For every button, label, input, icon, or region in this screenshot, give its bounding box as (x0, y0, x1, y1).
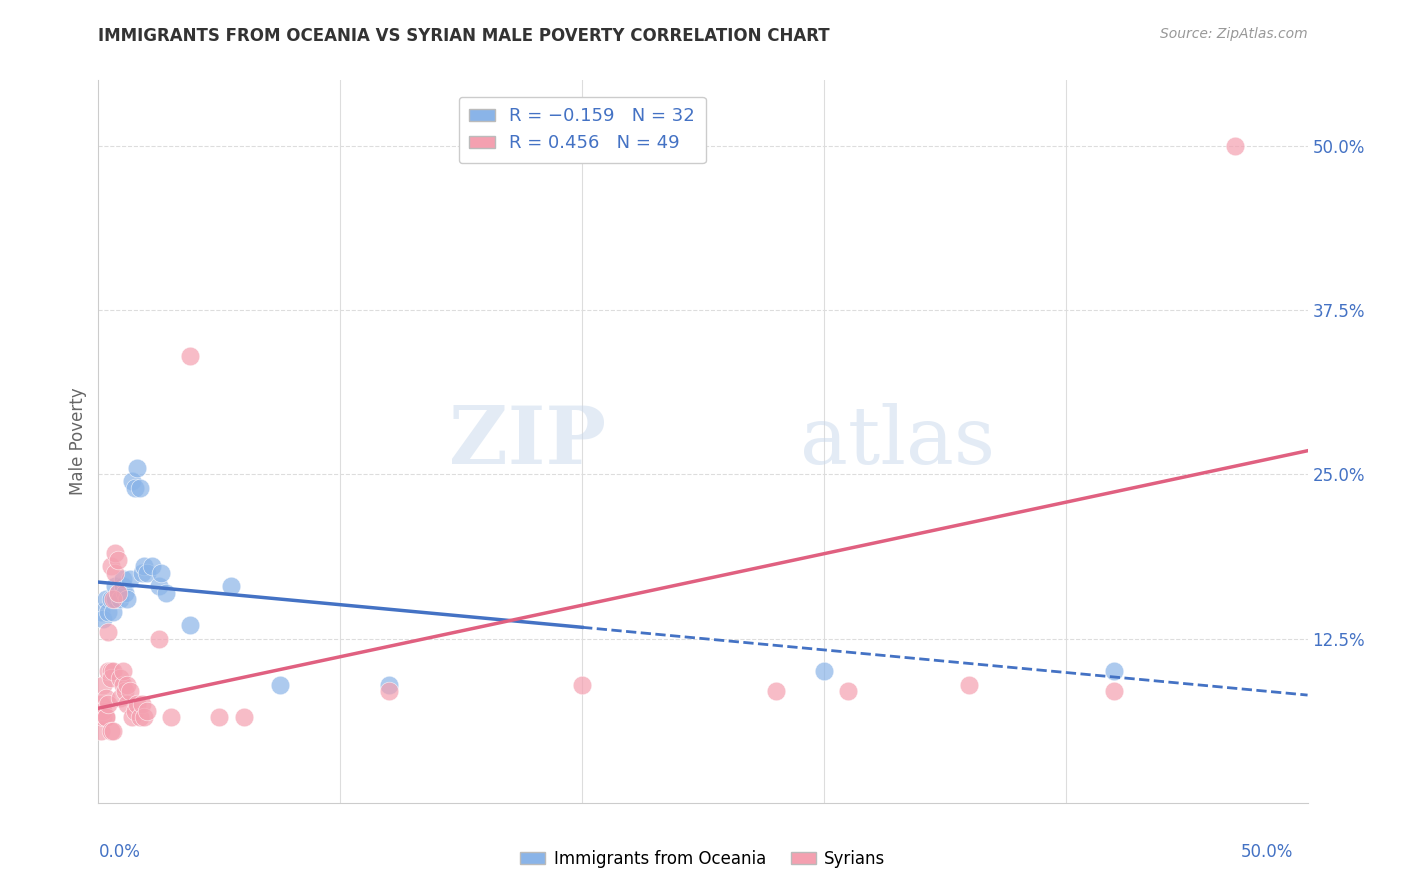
Point (148, 632, 170, 646)
Point (179, 618, 201, 632)
Point (377, 684, 399, 698)
Point (107, 585, 129, 599)
Point (91, 612, 114, 626)
Point (104, 579, 127, 593)
Point (1102, 684, 1125, 698)
Point (118, 684, 141, 698)
Point (91, 677, 114, 691)
Point (127, 460, 149, 475)
Point (100, 559, 122, 574)
Point (131, 566, 153, 580)
Point (97, 698, 120, 712)
Point (108, 592, 131, 607)
Point (124, 481, 146, 495)
Point (104, 546, 127, 560)
Text: IMMIGRANTS FROM OCEANIA VS SYRIAN MALE POVERTY CORRELATION CHART: IMMIGRANTS FROM OCEANIA VS SYRIAN MALE P… (98, 27, 830, 45)
Point (118, 573, 141, 587)
Point (148, 579, 170, 593)
Text: ZIP: ZIP (450, 402, 606, 481)
Point (111, 665, 134, 679)
Text: Source: ZipAtlas.com: Source: ZipAtlas.com (1160, 27, 1308, 41)
Y-axis label: Male Poverty: Male Poverty (69, 388, 87, 495)
Point (221, 579, 243, 593)
Point (837, 684, 859, 698)
Point (813, 665, 835, 679)
Point (134, 559, 156, 574)
Point (121, 710, 143, 724)
Point (90, 605, 112, 619)
Point (117, 592, 139, 607)
Point (104, 592, 127, 607)
Point (124, 704, 146, 718)
Point (107, 553, 129, 567)
Legend: R = −0.159   N = 32, R = 0.456   N = 49: R = −0.159 N = 32, R = 0.456 N = 49 (458, 96, 706, 163)
Point (101, 665, 124, 679)
Point (117, 698, 139, 712)
Point (108, 671, 131, 685)
Point (128, 710, 150, 724)
Text: 0.0%: 0.0% (98, 843, 141, 861)
Point (1223, 139, 1246, 153)
Point (108, 690, 131, 705)
Point (150, 566, 173, 580)
Point (135, 566, 157, 580)
Text: atlas: atlas (800, 402, 995, 481)
Point (101, 592, 124, 607)
Point (97, 605, 120, 619)
Point (101, 605, 124, 619)
Point (111, 573, 134, 587)
Point (155, 585, 177, 599)
Point (101, 723, 124, 738)
Point (765, 684, 787, 698)
Point (100, 665, 122, 679)
Point (208, 710, 231, 724)
Point (111, 677, 134, 691)
Point (128, 481, 150, 495)
Point (269, 677, 291, 691)
Point (111, 579, 134, 593)
Point (107, 585, 129, 599)
Point (94, 690, 117, 705)
Point (131, 698, 153, 712)
Point (160, 710, 183, 724)
Point (90, 698, 112, 712)
Legend: Immigrants from Oceania, Syrians: Immigrants from Oceania, Syrians (513, 844, 893, 875)
Point (117, 677, 139, 691)
Point (90, 723, 112, 738)
Point (91, 710, 114, 724)
Point (1102, 665, 1125, 679)
Point (141, 559, 163, 574)
Point (232, 710, 254, 724)
Point (571, 677, 593, 691)
Point (97, 665, 120, 679)
Point (121, 474, 143, 488)
Point (91, 704, 114, 718)
Point (114, 585, 136, 599)
Point (104, 566, 127, 580)
Point (97, 625, 120, 640)
Point (94, 710, 117, 724)
Point (100, 723, 122, 738)
Point (100, 671, 122, 685)
Point (957, 677, 980, 691)
Point (179, 349, 201, 363)
Point (135, 704, 157, 718)
Point (377, 677, 399, 691)
Point (100, 592, 122, 607)
Text: 50.0%: 50.0% (1241, 843, 1294, 861)
Point (94, 710, 117, 724)
Point (94, 592, 117, 607)
Point (114, 684, 136, 698)
Point (134, 710, 156, 724)
Point (127, 698, 149, 712)
